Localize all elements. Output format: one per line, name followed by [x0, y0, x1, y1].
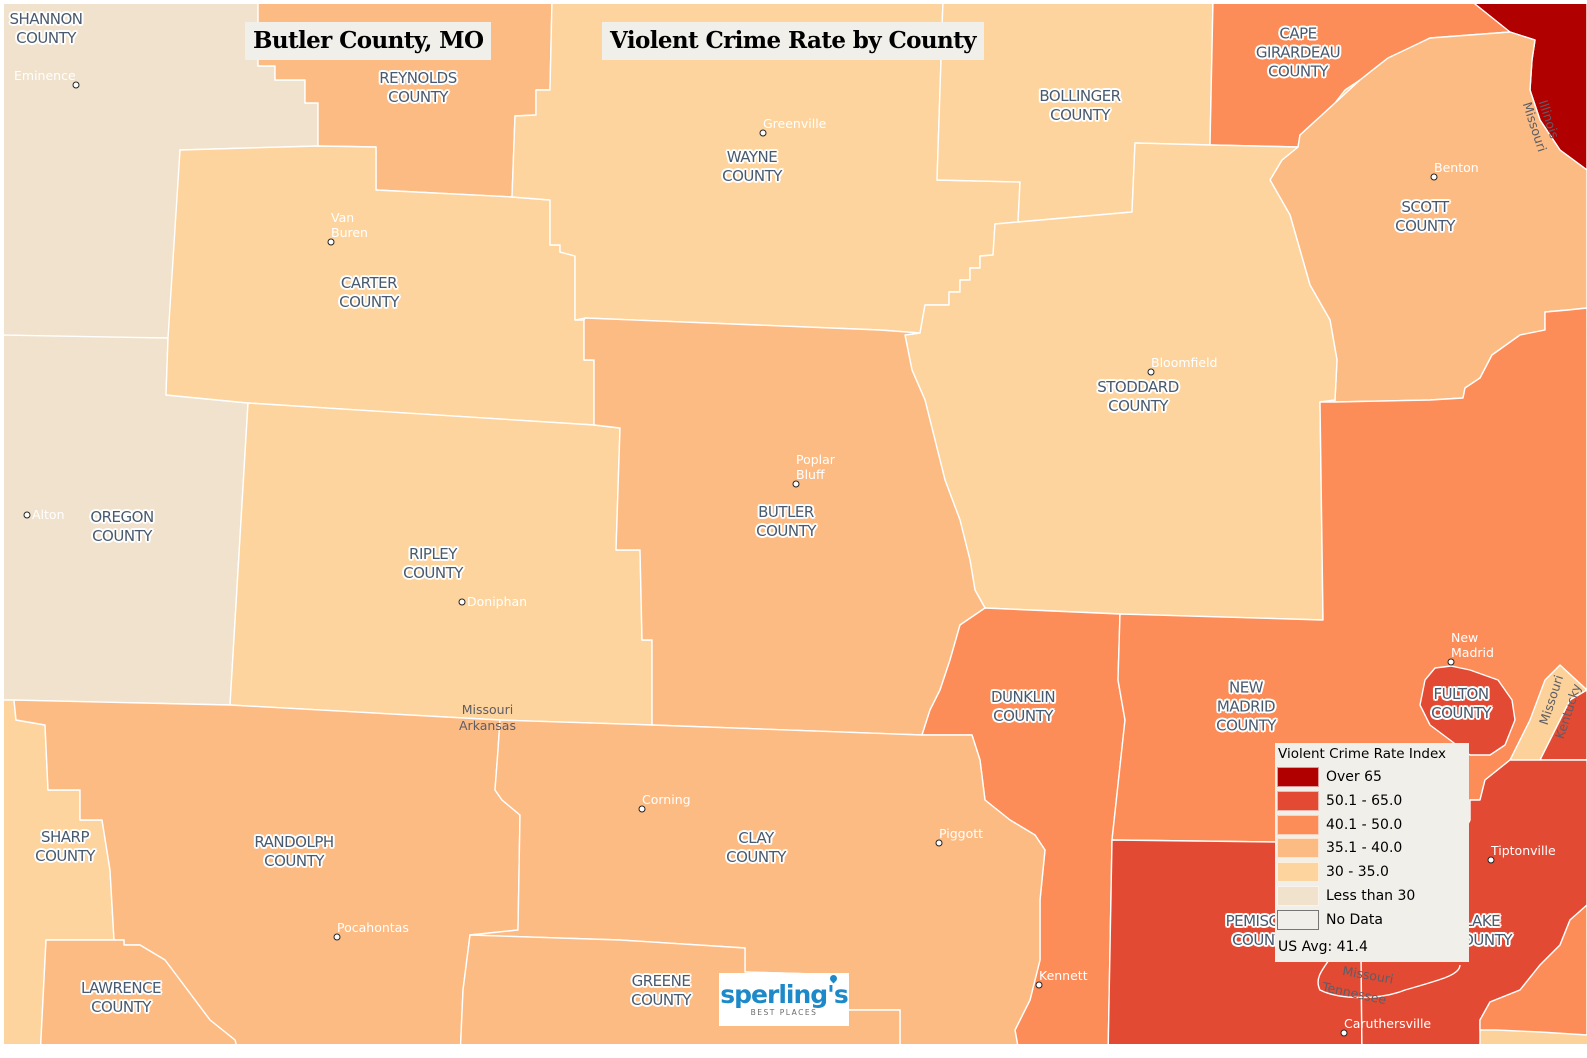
legend-swatch — [1277, 838, 1319, 858]
city-marker[interactable] — [458, 598, 466, 606]
county-label-stoddard: STODDARD COUNTY — [1097, 378, 1179, 415]
city-marker[interactable] — [1340, 1029, 1348, 1037]
legend-swatch — [1277, 862, 1319, 882]
sperlings-logo[interactable]: sperling's BEST PLACES — [719, 973, 849, 1026]
legend-label: 35.1 - 40.0 — [1326, 840, 1403, 856]
city-label: Eminence — [14, 68, 76, 83]
legend-item-40-50: 40.1 - 50.0 — [1277, 814, 1402, 836]
city-marker[interactable] — [759, 129, 767, 137]
legend-item-30-35: 30 - 35.0 — [1277, 861, 1389, 883]
legend-label: No Data — [1326, 912, 1383, 928]
legend-swatch — [1277, 791, 1319, 811]
legend-swatch — [1277, 886, 1319, 906]
city-label: Van Buren — [331, 210, 368, 240]
legend-item-no-data: No Data — [1277, 909, 1383, 931]
county-label-wayne: WAYNE COUNTY — [722, 148, 782, 185]
legend-swatch — [1277, 767, 1319, 787]
county-label-sharp: SHARP COUNTY — [35, 828, 95, 865]
city-marker[interactable] — [327, 238, 335, 246]
city-label: Pocahontas — [337, 920, 409, 935]
us-average: US Avg: 41.4 — [1278, 939, 1368, 955]
city-label: Kennett — [1039, 968, 1088, 983]
location-title: Butler County, MO — [245, 22, 492, 60]
logo-tagline: BEST PLACES — [750, 1008, 818, 1017]
logo-wordmark: sperling's — [720, 980, 848, 1009]
city-label: Doniphan — [467, 594, 528, 609]
legend-label: Less than 30 — [1326, 888, 1416, 904]
legend-label: 30 - 35.0 — [1326, 864, 1389, 880]
legend-title: Violent Crime Rate Index — [1278, 746, 1447, 762]
county-label-shannon: SHANNON COUNTY — [9, 10, 83, 47]
legend-item-over-65: Over 65 — [1277, 766, 1382, 788]
county-label-carter: CARTER COUNTY — [339, 274, 399, 311]
city-label: Greenville — [763, 116, 827, 131]
region-tennessee-east[interactable] — [1479, 904, 1587, 1036]
city-label: Piggott — [939, 826, 984, 841]
city-label: Tiptonville — [1491, 843, 1556, 858]
region-kentucky[interactable] — [1539, 689, 1587, 761]
state-label-mo-ar: Missouri Arkansas — [459, 702, 516, 733]
county-label-fulton: FULTON COUNTY — [1431, 685, 1491, 722]
legend-swatch — [1277, 815, 1319, 835]
county-label-randolph: RANDOLPH COUNTY — [254, 833, 334, 870]
city-marker[interactable] — [935, 839, 943, 847]
city-label: Caruthersville — [1344, 1016, 1432, 1031]
city-label: Benton — [1434, 160, 1479, 175]
city-label: Alton — [32, 507, 65, 522]
city-marker[interactable] — [72, 81, 80, 89]
legend-item-35-40: 35.1 - 40.0 — [1277, 837, 1402, 859]
county-label-bollinger: BOLLINGER COUNTY — [1039, 87, 1121, 124]
county-clay[interactable] — [469, 719, 1046, 1044]
county-label-clay: CLAY COUNTY — [726, 829, 786, 866]
county-label-reynolds: REYNOLDS COUNTY — [379, 69, 457, 106]
city-marker[interactable] — [638, 805, 646, 813]
city-label: Poplar Bluff — [796, 452, 835, 482]
city-marker[interactable] — [1487, 856, 1495, 864]
county-label-greene: GREENE COUNTY — [631, 972, 691, 1009]
city-marker[interactable] — [1147, 368, 1155, 376]
city-marker[interactable] — [1447, 658, 1455, 666]
county-label-lawrence: LAWRENCE COUNTY — [80, 979, 162, 1016]
legend-item-lt30: Less than 30 — [1277, 885, 1415, 907]
city-label: New Madrid — [1451, 630, 1494, 660]
city-marker[interactable] — [1430, 173, 1438, 181]
map-canvas[interactable]: SHANNON COUNTY REYNOLDS COUNTY WAYNE COU… — [4, 4, 1587, 1044]
county-label-dunklin: DUNKLIN COUNTY — [990, 688, 1056, 725]
city-marker[interactable] — [333, 933, 341, 941]
legend-label: Over 65 — [1326, 769, 1382, 785]
map-title: Violent Crime Rate by County — [602, 22, 984, 60]
county-lawrence[interactable] — [40, 939, 240, 1044]
legend: Violent Crime Rate Index Over 65 50.1 - … — [1275, 743, 1469, 962]
city-marker[interactable] — [23, 511, 31, 519]
county-label-butler: BUTLER COUNTY — [756, 503, 816, 540]
county-label-ripley: RIPLEY COUNTY — [403, 545, 463, 582]
city-marker[interactable] — [792, 480, 800, 488]
city-marker[interactable] — [1035, 981, 1043, 989]
legend-item-50-65: 50.1 - 65.0 — [1277, 790, 1402, 812]
county-label-scott: SCOTT COUNTY — [1395, 198, 1455, 235]
legend-label: 50.1 - 65.0 — [1326, 793, 1403, 809]
county-label-oregon: OREGON COUNTY — [90, 508, 154, 545]
county-label-cape-girardeau: CAPE GIRARDEAU COUNTY — [1255, 24, 1341, 81]
legend-swatch — [1277, 910, 1319, 930]
legend-label: 40.1 - 50.0 — [1326, 817, 1403, 833]
city-label: Corning — [642, 792, 691, 807]
city-label: Bloomfield — [1151, 355, 1218, 370]
county-fulton[interactable] — [1419, 665, 1516, 756]
county-label-new-madrid: NEW MADRID COUNTY — [1216, 678, 1276, 735]
